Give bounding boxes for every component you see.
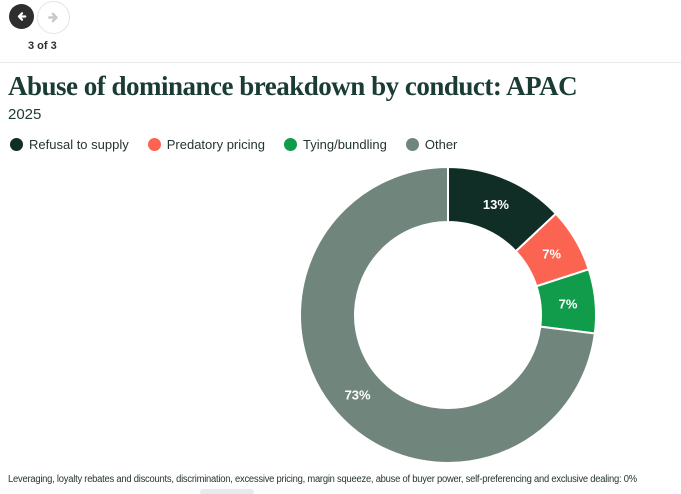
legend-dot-icon xyxy=(405,138,419,151)
next-chart-button[interactable] xyxy=(37,1,70,34)
legend-dot-icon xyxy=(284,138,298,151)
chart-legend: Refusal to supply Predatory pricing Tying/… xyxy=(10,137,457,152)
legend-dot-icon xyxy=(147,138,161,151)
chart-subtitle: 2025 xyxy=(8,106,42,123)
arrow-left-icon xyxy=(17,12,27,21)
header-divider xyxy=(0,62,681,63)
pager-text: 3 of 3 xyxy=(28,40,57,52)
legend-item-other: Other xyxy=(405,137,458,152)
horizontal-scrollbar-thumb[interactable] xyxy=(200,489,254,494)
arrow-right-icon xyxy=(48,12,58,23)
legend-label: Predatory pricing xyxy=(166,137,266,152)
legend-item-predatory-pricing: Predatory pricing xyxy=(147,137,266,152)
previous-chart-button[interactable] xyxy=(9,4,34,29)
legend-label: Tying/bundling xyxy=(303,137,387,152)
chart-title: Abuse of dominance breakdown by conduct:… xyxy=(8,71,578,101)
donut-slice-other[interactable] xyxy=(298,165,596,464)
footnote-text: Leveraging, loyalty rebates and discount… xyxy=(8,474,637,485)
legend-label: Other xyxy=(424,137,458,152)
legend-item-refusal-to-supply: Refusal to supply xyxy=(10,137,129,152)
legend-label: Refusal to supply xyxy=(29,137,129,152)
legend-item-tying-bundling: Tying/bundling xyxy=(284,137,387,152)
legend-dot-icon xyxy=(10,138,23,151)
